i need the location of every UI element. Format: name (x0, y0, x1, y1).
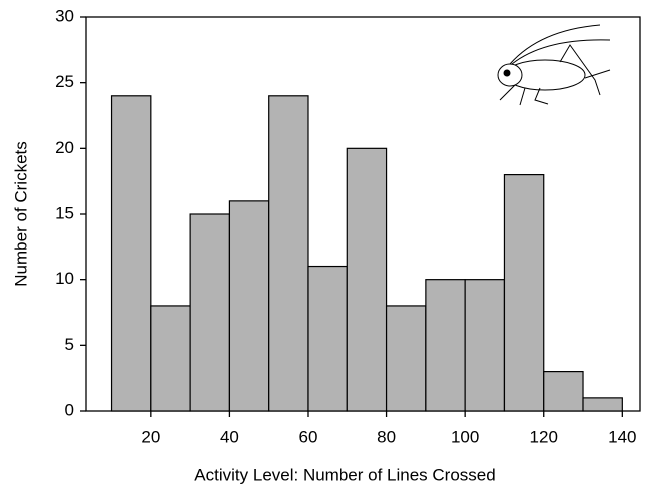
y-tick-label: 5 (65, 335, 74, 354)
bar (307, 265, 348, 412)
cricket-illustration (497, 24, 611, 106)
x-tick-label: 120 (530, 427, 558, 446)
x-tick-label: 140 (608, 427, 636, 446)
x-tick-label: 40 (220, 427, 239, 446)
y-tick-label: 30 (55, 6, 74, 25)
x-tick-label: 100 (451, 427, 479, 446)
x-axis-label: Activity Level: Number of Lines Crossed (194, 465, 495, 484)
bar (228, 200, 270, 412)
y-tick-label: 0 (65, 400, 74, 419)
x-tick-label: 60 (299, 427, 318, 446)
x-tick-label: 80 (377, 427, 396, 446)
y-tick-label: 20 (55, 138, 74, 157)
y-tick-label: 25 (55, 72, 74, 91)
y-axis-label: Number of Crickets (11, 141, 30, 286)
bar (425, 279, 466, 412)
x-tick-label: 20 (141, 427, 160, 446)
bar (582, 397, 623, 412)
y-tick-label: 10 (55, 269, 74, 288)
bar (189, 213, 231, 412)
bar (150, 305, 191, 412)
bar (110, 95, 152, 412)
y-tick-label: 15 (55, 203, 74, 222)
bar (268, 95, 309, 412)
bar (346, 147, 388, 412)
bar (543, 371, 584, 412)
bar (503, 174, 545, 412)
bar (385, 305, 427, 412)
bar (464, 279, 506, 412)
